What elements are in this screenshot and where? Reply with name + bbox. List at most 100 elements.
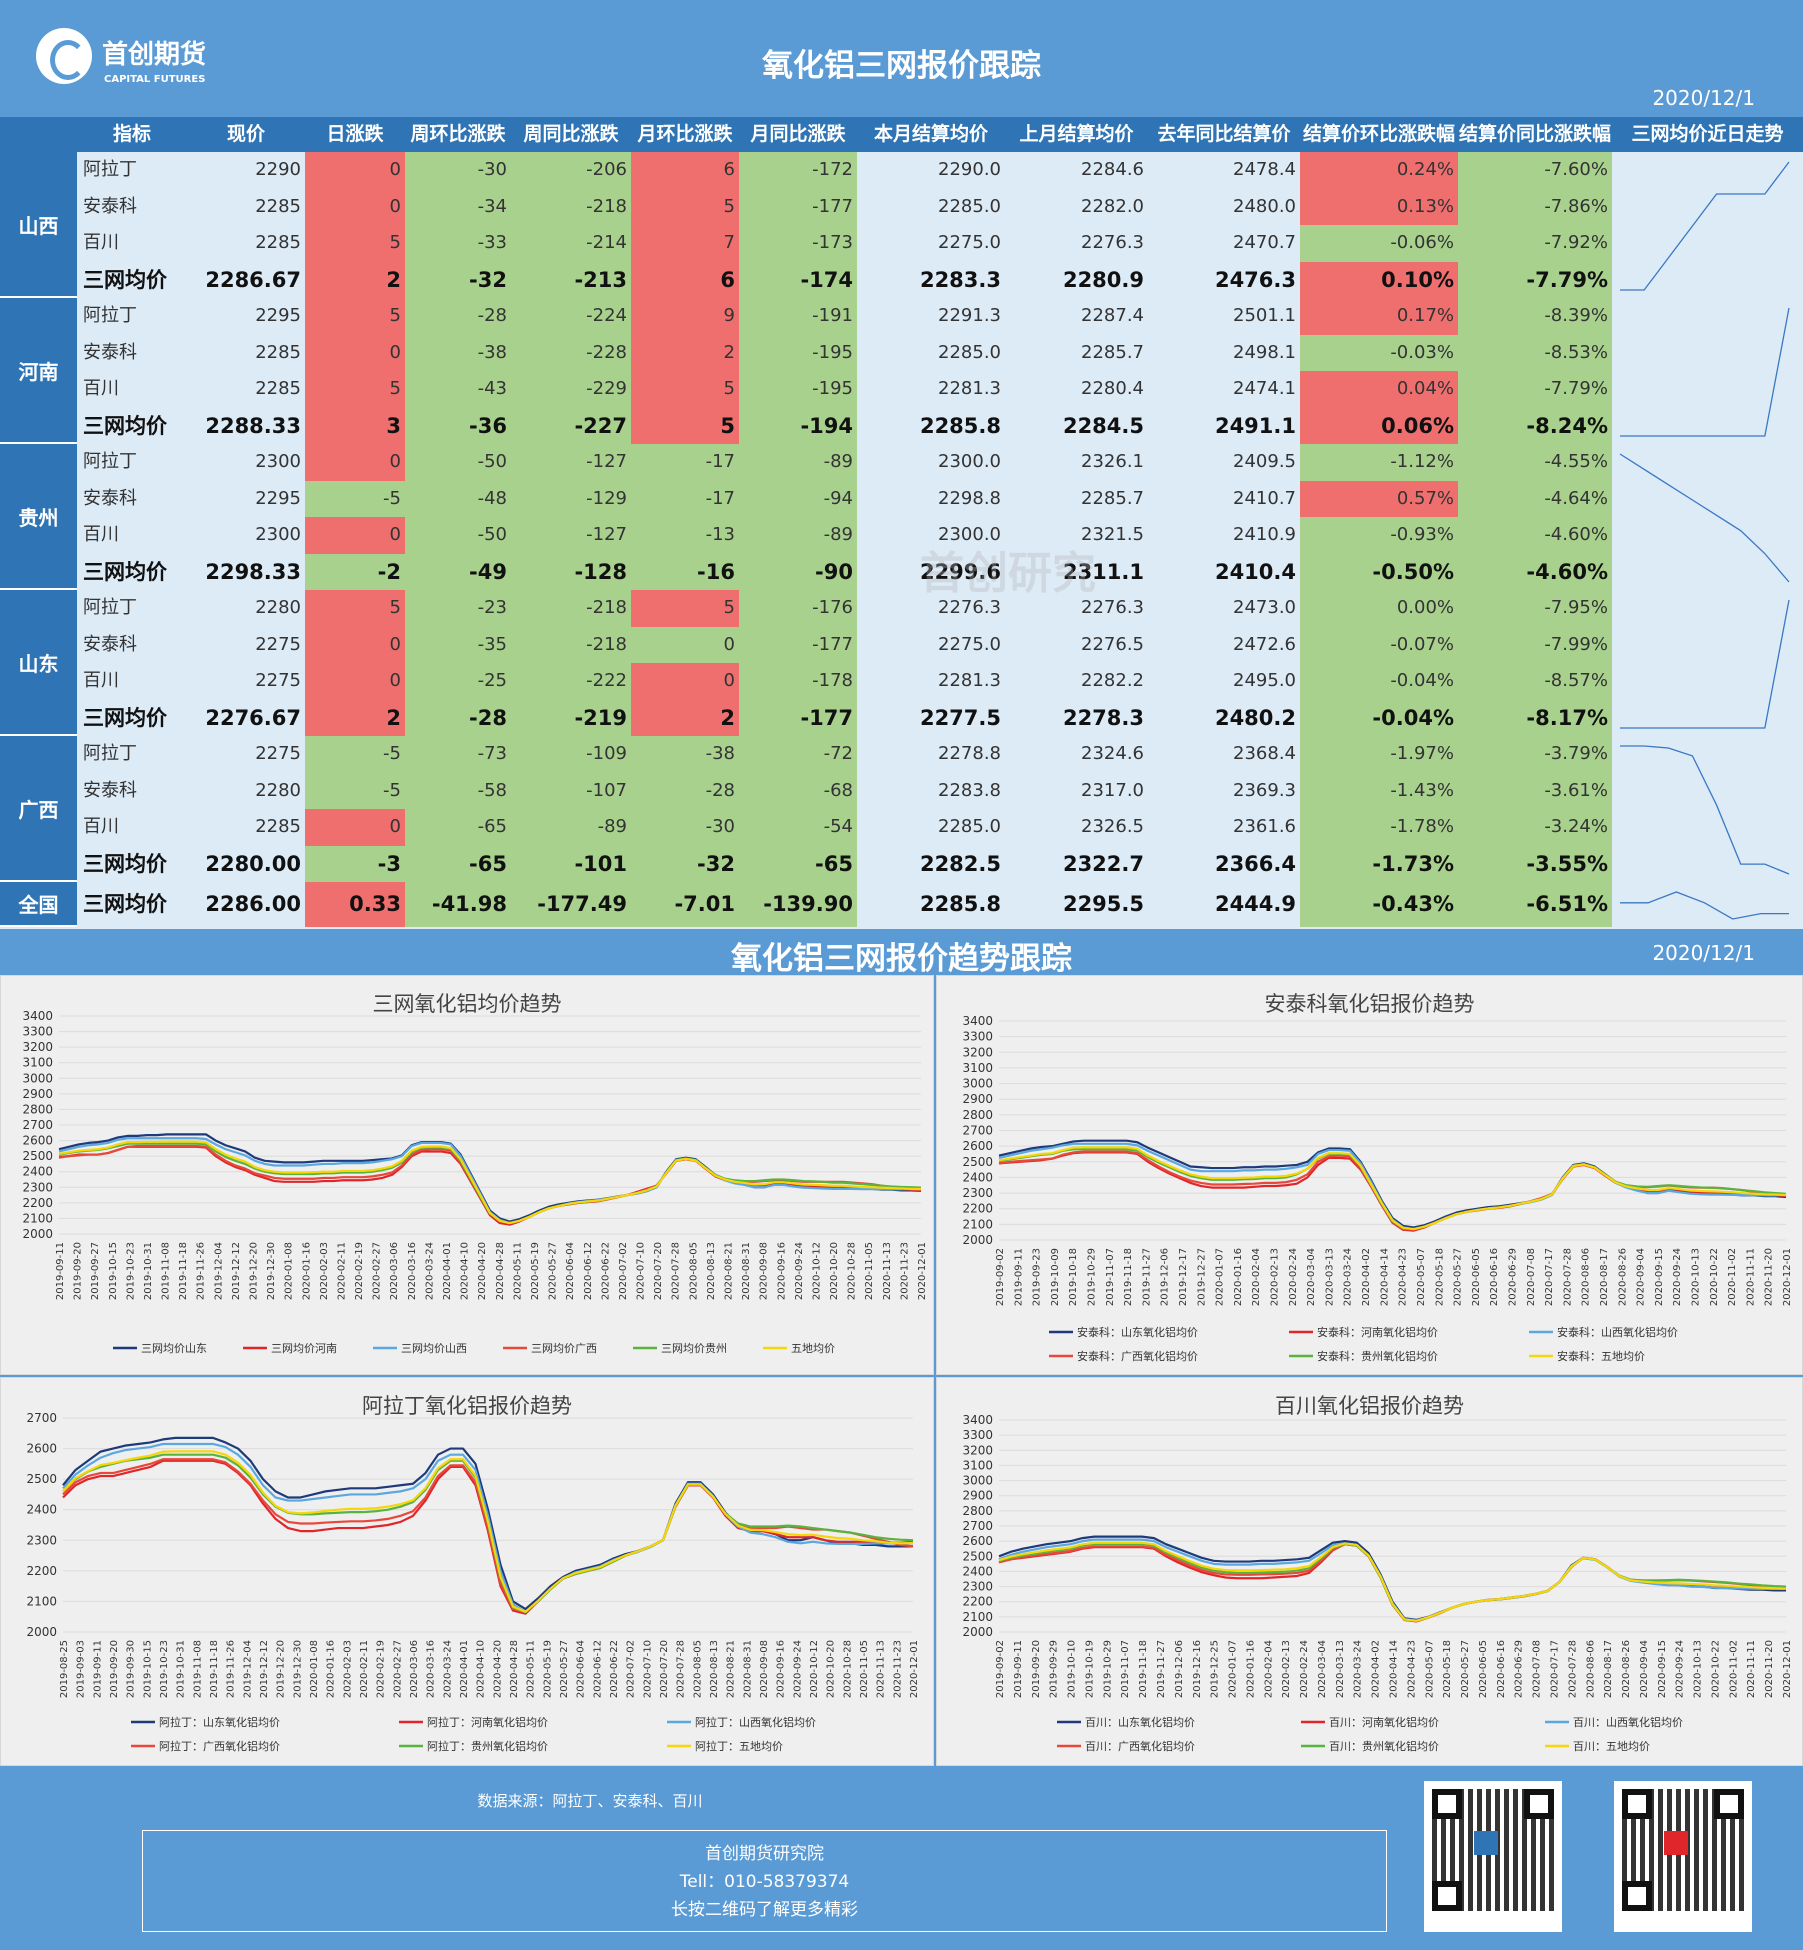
x-tick-label: 2020-01-16	[301, 1242, 312, 1300]
table-cell: -0.93%	[1300, 517, 1458, 554]
header: 首创期货 CAPITAL FUTURES 氧化铝三网报价跟踪 2020/12/1	[0, 0, 1803, 117]
legend-label: 三网均价山东	[141, 1342, 207, 1355]
table-cell: 0.57%	[1300, 480, 1458, 517]
x-tick-label: 2020-04-01	[442, 1242, 453, 1300]
column-header: 本月结算均价	[873, 123, 988, 145]
x-tick-label: 2020-03-06	[409, 1640, 420, 1698]
x-tick-label: 2020-06-05	[1478, 1640, 1489, 1698]
column-header: 日涨跌	[326, 123, 384, 145]
x-tick-label: 2019-09-20	[1031, 1640, 1042, 1698]
trend-section-header: 氧化铝三网报价趋势跟踪 2020/12/1	[0, 929, 1803, 977]
trend-section-date: 2020/12/1	[1652, 941, 1755, 965]
x-tick-label: 2020-01-08	[284, 1242, 295, 1300]
x-tick-label: 2020-09-04	[1636, 1248, 1647, 1306]
qr-code-icon[interactable]	[1614, 1781, 1752, 1932]
x-tick-label: 2020-02-19	[354, 1242, 365, 1300]
table-cell: -8.17%	[1458, 699, 1612, 736]
table-cell: 2	[631, 334, 739, 371]
table-cell: -36	[405, 407, 511, 444]
x-tick-label: 2019-09-11	[1013, 1248, 1024, 1306]
table-cell: -7.60%	[1458, 152, 1612, 189]
table-cell: -0.50%	[1300, 553, 1458, 590]
telephone: Tell：010-58379374	[679, 1872, 850, 1892]
x-tick-label: 2019-10-15	[108, 1242, 119, 1300]
x-tick-label: 2019-09-23	[1032, 1248, 1043, 1306]
province-label: 山东	[0, 590, 77, 736]
x-tick-label: 2020-05-18	[1442, 1640, 1453, 1698]
table-cell: -5	[305, 480, 405, 517]
x-tick-label: 2020-12-01	[917, 1242, 928, 1300]
x-tick-label: 2020-04-10	[460, 1242, 471, 1300]
x-tick-label: 2019-12-30	[266, 1242, 277, 1300]
x-tick-label: 2020-09-08	[759, 1640, 770, 1698]
x-tick-label: 2020-08-17	[1603, 1640, 1614, 1698]
table-cell: 2	[631, 699, 739, 736]
x-tick-label: 2020-11-23	[899, 1242, 910, 1300]
table-cell: 0	[631, 626, 739, 663]
x-tick-label: 2019-12-16	[1192, 1640, 1203, 1698]
x-tick-label: 2020-04-23	[1398, 1248, 1409, 1306]
column-header: 月环比涨跌	[637, 123, 733, 145]
legend-label: 三网均价河南	[271, 1342, 337, 1355]
x-tick-label: 2020-05-19	[530, 1242, 541, 1300]
x-tick-label: 2020-03-04	[1306, 1248, 1317, 1306]
y-tick-label: 3400	[22, 1009, 53, 1023]
legend-label: 安泰科：广西氧化铝均价	[1077, 1349, 1198, 1363]
table-cell: -50	[405, 444, 511, 481]
series-line	[62, 1442, 913, 1614]
row-indicator: 阿拉丁	[83, 597, 137, 618]
column-header: 结算价环比涨跌幅	[1302, 123, 1455, 145]
x-tick-label: 2020-09-24	[794, 1242, 805, 1300]
y-tick-label: 2400	[962, 1564, 993, 1578]
x-tick-label: 2019-12-30	[292, 1640, 303, 1698]
table-cell: 2285.0	[857, 809, 1005, 846]
table-cell: -7.92%	[1458, 225, 1612, 262]
table-cell: -218	[511, 626, 631, 663]
x-tick-label: 2020-06-16	[1489, 1248, 1500, 1306]
table-cell: -35	[405, 626, 511, 663]
x-tick-label: 2020-06-22	[600, 1242, 611, 1300]
table-cell: -30	[405, 152, 511, 189]
table-cell: 2285.8	[857, 407, 1005, 444]
x-tick-label: 2020-06-29	[1507, 1248, 1518, 1306]
x-tick-label: 2020-08-17	[1599, 1248, 1610, 1306]
x-tick-label: 2019-09-02	[995, 1248, 1006, 1306]
x-tick-label: 2019-12-04	[242, 1640, 253, 1698]
table-cell: 2480.2	[1148, 699, 1300, 736]
legend-label: 三网均价贵州	[661, 1342, 727, 1355]
table-cell: 2280.9	[1005, 261, 1148, 298]
table-cell: 2368.4	[1148, 736, 1300, 773]
table-cell: 2276.67	[205, 705, 301, 730]
x-tick-label: 2020-02-03	[319, 1242, 330, 1300]
x-tick-label: 2020-10-13	[1693, 1640, 1704, 1698]
x-tick-label: 2019-11-26	[226, 1640, 237, 1698]
table-cell: 2285	[255, 195, 301, 217]
table-cell: -3.79%	[1458, 736, 1612, 773]
table-cell: -58	[405, 772, 511, 809]
table-cell: -173	[739, 225, 857, 262]
qr-code-icon[interactable]	[1424, 1781, 1562, 1932]
x-tick-label: 2019-12-06	[1160, 1248, 1171, 1306]
x-tick-label: 2019-11-27	[1156, 1640, 1167, 1698]
x-tick-label: 2020-08-13	[709, 1640, 720, 1698]
table-cell: -89	[739, 517, 857, 554]
watermark: 首创研究	[920, 548, 1096, 599]
table-cell: 2491.1	[1148, 407, 1300, 444]
table-cell: -16	[631, 553, 739, 590]
row-indicator: 百川	[83, 670, 119, 691]
table-cell: -25	[405, 663, 511, 700]
table-cell: 2326.1	[1005, 444, 1148, 481]
legend-label: 三网均价山西	[401, 1342, 467, 1355]
table-cell: 2282.2	[1005, 663, 1148, 700]
x-tick-label: 2020-09-24	[1672, 1248, 1683, 1306]
x-tick-label: 2019-11-18	[1123, 1248, 1134, 1306]
qr-tip: 长按二维码了解更多精彩	[671, 1900, 858, 1920]
y-tick-label: 2600	[962, 1534, 993, 1548]
table-cell: -7.95%	[1458, 590, 1612, 627]
row-indicator: 安泰科	[83, 341, 137, 363]
table-cell: -54	[739, 809, 857, 846]
x-tick-label: 2020-04-02	[1361, 1248, 1372, 1306]
table-cell: -68	[739, 772, 857, 809]
row-indicator: 阿拉丁	[83, 743, 137, 764]
table-cell: 5	[631, 407, 739, 444]
